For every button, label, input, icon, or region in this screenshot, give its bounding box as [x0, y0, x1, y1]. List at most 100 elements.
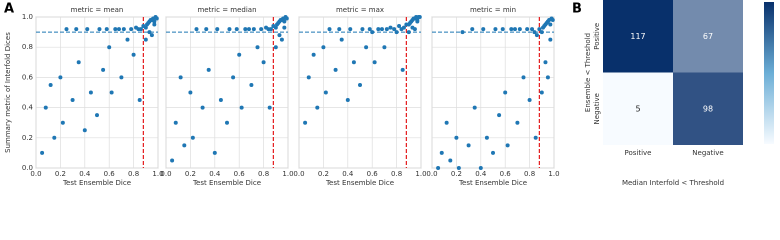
- y-tick-label: 0.0: [22, 164, 33, 172]
- point: [537, 27, 542, 32]
- point: [137, 98, 142, 103]
- point: [539, 30, 544, 35]
- panel-title: metric = min: [470, 6, 516, 14]
- point: [491, 150, 495, 155]
- point: [527, 98, 532, 103]
- point: [370, 30, 375, 35]
- point: [436, 166, 441, 170]
- point: [249, 82, 254, 87]
- y-tick-label: 1.0: [22, 13, 33, 21]
- point: [351, 60, 356, 65]
- point: [333, 67, 338, 72]
- point: [384, 27, 389, 32]
- point: [152, 22, 157, 27]
- point: [530, 27, 535, 32]
- x-tick-label: 0.2: [185, 170, 196, 178]
- point: [149, 33, 154, 38]
- point: [64, 27, 69, 32]
- point: [481, 27, 486, 32]
- point: [225, 120, 229, 125]
- point: [97, 27, 102, 32]
- point: [52, 135, 57, 140]
- point: [60, 120, 65, 125]
- x-axis-label: Test Ensemble Dice: [192, 179, 261, 187]
- point: [251, 27, 256, 32]
- panel-title: metric = mean: [71, 6, 124, 14]
- point: [323, 90, 328, 95]
- x-tick-label: 0.4: [342, 170, 354, 178]
- point: [40, 150, 45, 155]
- point: [76, 60, 81, 65]
- point: [417, 15, 422, 19]
- point: [143, 37, 148, 42]
- point: [259, 27, 264, 32]
- point: [282, 19, 287, 24]
- point: [515, 120, 520, 125]
- x-tick-label: 0.8: [258, 170, 269, 178]
- point: [454, 135, 459, 140]
- point: [239, 105, 244, 110]
- point: [521, 75, 526, 80]
- point: [121, 27, 126, 32]
- point: [58, 75, 63, 80]
- plot-area: [431, 16, 555, 169]
- point: [246, 27, 251, 32]
- point: [379, 27, 384, 32]
- point: [43, 105, 48, 110]
- plot-area: [35, 16, 159, 169]
- point: [337, 27, 342, 32]
- point: [255, 45, 260, 50]
- point: [376, 27, 381, 32]
- point: [116, 27, 121, 32]
- point: [82, 128, 87, 133]
- x-tick-label: 0.8: [391, 170, 402, 178]
- point: [303, 120, 308, 125]
- point: [273, 45, 278, 50]
- point: [70, 98, 75, 103]
- point: [152, 19, 157, 24]
- point: [545, 75, 550, 80]
- point: [237, 52, 242, 57]
- x-tick-label: 0.0: [293, 170, 304, 178]
- point: [231, 75, 236, 80]
- point: [119, 75, 124, 80]
- x-tick-label: Positive: [625, 149, 652, 157]
- point: [178, 75, 183, 80]
- point: [466, 143, 471, 148]
- y-axis-label: Ensemble < Threshold: [584, 33, 592, 112]
- x-tick-label: 0.6: [234, 170, 246, 178]
- point: [439, 150, 444, 155]
- y-tick-label: 0.6: [22, 73, 34, 81]
- x-tick-label: 0.0: [160, 170, 171, 178]
- point: [143, 25, 148, 30]
- point: [131, 52, 136, 57]
- point: [415, 19, 420, 24]
- point: [382, 45, 387, 50]
- panel-label: A: [4, 2, 14, 17]
- point: [154, 16, 159, 21]
- point: [277, 33, 282, 38]
- point: [113, 27, 118, 32]
- point: [182, 143, 187, 148]
- point: [170, 158, 175, 163]
- x-tick-label: 1.0: [415, 170, 426, 178]
- x-tick-label: 0.2: [55, 170, 66, 178]
- x-tick-label: 0.4: [79, 170, 91, 178]
- point: [206, 67, 211, 72]
- point: [360, 27, 365, 32]
- y-tick-label: Negative: [593, 93, 601, 124]
- point: [548, 37, 553, 42]
- heatmap-cell: [673, 72, 743, 145]
- y-tick-label: 0.8: [22, 43, 33, 51]
- point: [478, 166, 483, 170]
- point: [261, 60, 266, 65]
- point: [147, 30, 152, 35]
- point: [243, 27, 248, 32]
- point: [394, 30, 399, 35]
- x-tick-label: 0.4: [475, 170, 487, 178]
- x-tick-label: 0.4: [209, 170, 221, 178]
- point: [493, 27, 498, 32]
- cell-label: 67: [703, 32, 713, 41]
- cell-label: 98: [703, 104, 713, 113]
- panel-title: metric = max: [336, 6, 384, 14]
